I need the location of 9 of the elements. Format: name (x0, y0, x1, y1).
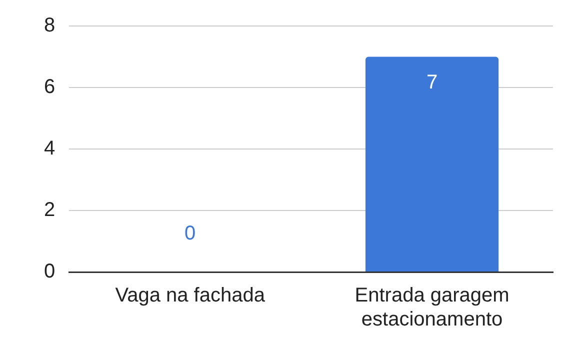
data-label: 0 (184, 222, 196, 245)
y-tick-label: 0 (44, 260, 56, 283)
y-tick-label: 8 (44, 14, 56, 37)
y-tick-label: 4 (44, 138, 56, 160)
y-tick-label: 6 (44, 76, 56, 98)
x-tick-label: Vaga na fachada (115, 284, 266, 307)
data-label: 7 (426, 71, 438, 94)
x-tick-label: Entrada garagem estacionamento (354, 284, 510, 331)
y-tick-label: 2 (44, 199, 56, 222)
